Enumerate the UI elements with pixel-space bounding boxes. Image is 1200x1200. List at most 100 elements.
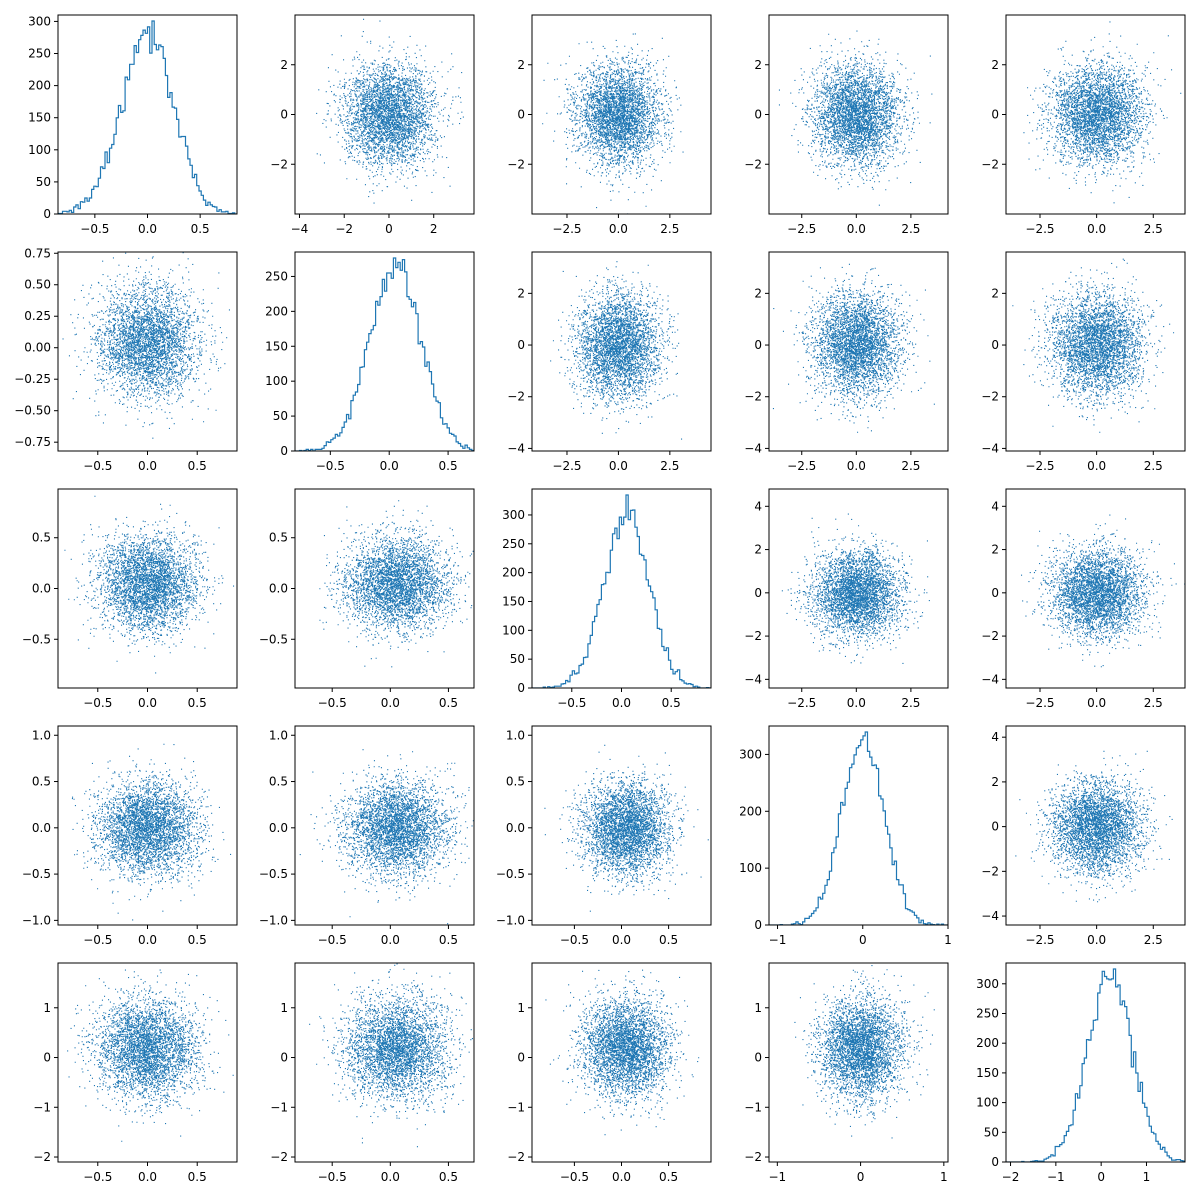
scatter-points [316,18,464,204]
plot-area [299,749,474,925]
subplot-2-4: −2.5 0.0 2.5 −4 −2 0 2 4 [981,488,1186,710]
subplot-4-1: −0.5 0.0 0.5 −2 −1 0 1 [270,962,475,1184]
plot-area [1006,968,1185,1162]
y-tick-label: 100 [28,143,51,157]
y-tick-label: 300 [976,977,999,991]
y-tick-label: 0.5 [32,775,51,789]
x-tick-label: 0.5 [188,1170,207,1184]
y-tick-label: 0 [517,338,525,352]
subplot-4-3: −1 0 1 −2 −1 0 1 [744,962,949,1184]
plot-area [542,33,684,214]
subplot-2-1: −0.5 0.0 0.5 −0.5 0.0 0.5 [259,488,475,710]
plot-area [794,965,935,1139]
scatter-points [794,965,935,1139]
x-tick-label: −2 [335,222,353,236]
y-tick-label: −2 [981,390,999,404]
y-tick-label: −0.5 [496,867,525,881]
y-tick-label: 250 [502,537,525,551]
scatter-points [550,261,683,440]
x-tick-label: 0.0 [609,459,628,473]
subplot-3-0: −0.5 0.0 0.5 −1.0 −0.5 0.0 0.5 1.0 [22,725,238,947]
x-tick-label: 0.0 [138,696,157,710]
scatter-points [544,744,711,912]
x-tick-label: −0.5 [316,459,345,473]
histogram-step-line [1006,968,1185,1162]
y-tick-label: 4 [991,730,999,744]
y-tick-label: 50 [273,409,288,423]
scatter-points [542,33,684,214]
x-tick-label: 0.0 [1087,222,1106,236]
y-tick-label: 0.5 [32,531,51,545]
subplot-3-2: −0.5 0.0 0.5 −1.0 −0.5 0.0 0.5 1.0 [496,725,712,947]
x-tick-label: 0.0 [612,933,631,947]
y-tick-label: 4 [991,499,999,513]
y-tick-label: 100 [265,374,288,388]
x-tick-label: −2.5 [552,459,581,473]
scatter-points [319,500,474,668]
axes-frame [294,962,475,1163]
x-tick-label: −0.5 [560,933,589,947]
y-tick-label: 200 [502,566,525,580]
plot-area [1021,514,1185,668]
x-tick-label: 0.0 [138,933,157,947]
plot-area [772,252,935,433]
x-tick-label: −4 [291,222,309,236]
x-tick-label: 2.5 [1144,222,1163,236]
subplot-3-3: −1 0 1 0 100 200 300 [739,725,952,947]
y-tick-label: −0.5 [22,632,51,646]
histogram-step-line [58,20,237,214]
x-tick-label: 0.0 [381,933,400,947]
y-tick-label: 1 [517,1001,525,1015]
x-tick-label: 2.5 [901,696,920,710]
y-tick-label: −0.5 [259,632,288,646]
y-tick-label: 2 [754,286,762,300]
subplot-1-3: −2.5 0.0 2.5 −4 −2 0 2 [744,251,949,473]
y-tick-label: 1.0 [32,728,51,742]
y-tick-label: −2 [507,157,525,171]
scatter-points [545,969,700,1136]
x-tick-label: −2.5 [1025,459,1054,473]
y-tick-label: 0 [991,586,999,600]
subplot-0-4: −2.5 0.0 2.5 −2 0 2 [981,14,1186,236]
x-tick-label: −0.5 [83,696,112,710]
y-tick-label: 0 [43,207,51,221]
x-tick-label: 0.5 [659,933,678,947]
y-tick-label: 0.0 [269,582,288,596]
y-tick-label: 0 [754,338,762,352]
y-tick-label: 0 [991,338,999,352]
x-tick-label: 0.0 [847,459,866,473]
y-tick-label: −2 [507,1150,525,1164]
axes-frame [768,962,949,1163]
subplot-2-0: −0.5 0.0 0.5 −0.5 0.0 0.5 [22,488,238,710]
axes-frame [768,488,949,689]
x-tick-label: 0.0 [847,696,866,710]
subplot-4-4: −2 −1 0 1 0 50 100 150 200 250 300 [976,962,1186,1184]
histogram-step-line [295,257,474,451]
axes-frame [294,251,475,452]
y-tick-label: 1 [754,1001,762,1015]
y-tick-label: 0.0 [32,582,51,596]
axes-frame [57,251,238,452]
y-tick-label: −2 [33,1150,51,1164]
y-tick-label: −2 [981,629,999,643]
y-tick-label: 0.50 [24,278,51,292]
y-tick-label: 0 [280,108,288,122]
plot-area [64,495,237,674]
x-tick-label: 0.5 [191,222,210,236]
y-tick-label: −1 [744,1100,762,1114]
x-tick-label: 0.0 [612,1170,631,1184]
y-tick-label: 100 [739,861,762,875]
y-tick-label: 150 [265,339,288,353]
axes-frame [531,14,712,215]
y-tick-label: 0 [991,820,999,834]
y-tick-label: 0 [517,681,525,695]
x-tick-label: 2 [430,222,438,236]
y-tick-label: 0 [754,1051,762,1065]
y-tick-label: −0.25 [14,372,51,386]
x-tick-label: 0 [859,933,867,947]
plot-area [309,963,474,1148]
x-tick-label: 0.5 [188,933,207,947]
plot-area [71,743,232,921]
y-tick-label: −4 [981,441,999,455]
